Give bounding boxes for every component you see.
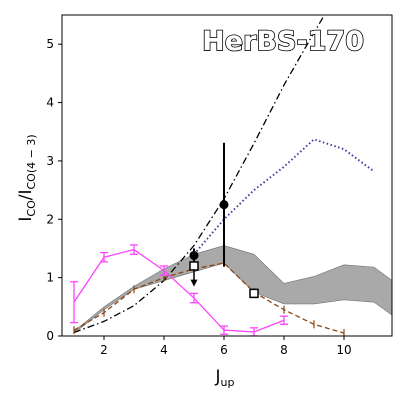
shaded-range-band — [73, 245, 392, 334]
x-axis-title-sub: up — [221, 376, 235, 389]
y-axis-title-sub-1: CO — [25, 200, 38, 217]
x-tick-label: 2 — [100, 343, 108, 357]
y-axis-title-main: I — [16, 217, 36, 222]
series-line-3-dashed — [73, 262, 345, 334]
y-axis-title: ICO/ICO(4 − 3) — [16, 134, 38, 221]
y-tick-label: 0 — [46, 329, 54, 343]
x-tick-label: 6 — [220, 343, 228, 357]
y-tick-label: 4 — [46, 96, 54, 110]
x-tick-label: 4 — [160, 343, 168, 357]
y-tick-label: 3 — [46, 154, 54, 168]
y-axis-title-sub-2: CO(4 − 3) — [25, 134, 38, 189]
filled-data-point — [219, 200, 229, 210]
y-axis-title-mid: /I — [16, 190, 36, 201]
series-line-1-dashdot — [73, 15, 326, 334]
open-data-point — [249, 288, 259, 299]
series-line-4-solid — [73, 248, 285, 333]
series-line-2-dotted — [193, 138, 375, 255]
chart-title: HerBS-170 — [202, 26, 364, 57]
open-data-point — [189, 261, 199, 271]
y-tick-label: 1 — [46, 271, 54, 285]
plot-frame — [61, 14, 393, 337]
y-tick-label: 5 — [46, 37, 54, 51]
x-axis-title: Jup — [215, 367, 235, 389]
filled-data-point — [189, 250, 199, 260]
upper-limit-arrow-head — [190, 279, 198, 287]
x-tick-label: 8 — [280, 343, 288, 357]
y-tick-label: 2 — [46, 212, 54, 226]
x-axis-title-main: J — [215, 367, 221, 387]
x-tick-label: 10 — [336, 343, 351, 357]
